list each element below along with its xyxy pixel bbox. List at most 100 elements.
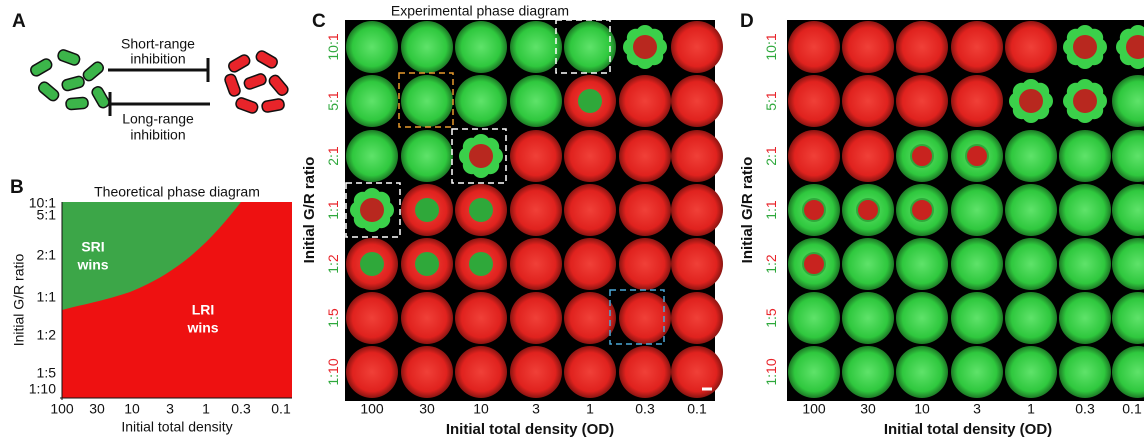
- colony-core: [360, 252, 384, 276]
- ratio-green: 10:: [325, 41, 341, 60]
- row-label: 1:10: [763, 358, 779, 385]
- colony: [1005, 130, 1057, 182]
- x-tick-label: 0.3: [635, 401, 655, 417]
- arrow-label: inhibition: [130, 51, 185, 67]
- ratio-green: 1:: [325, 374, 341, 386]
- ratio-green: 1:: [763, 316, 779, 328]
- colony: [842, 130, 894, 182]
- colony: [671, 130, 723, 182]
- ratio-red: 1: [325, 33, 341, 41]
- colony: [951, 75, 1003, 127]
- colony: [564, 346, 616, 398]
- colony: [564, 238, 616, 290]
- x-tick-label: 100: [50, 401, 74, 417]
- x-tick-label: 100: [360, 401, 384, 417]
- colony-core: [910, 144, 934, 168]
- colony: [401, 21, 453, 73]
- colony-core: [965, 144, 989, 168]
- ratio-red: 1: [763, 33, 779, 41]
- green-cells: [30, 49, 110, 111]
- axis-label: Initial total density: [121, 419, 232, 435]
- colony-grid: [346, 21, 723, 398]
- y-tick-label: 1:1: [37, 289, 57, 305]
- row-label: 1:1: [325, 200, 341, 220]
- x-tick-label: 30: [419, 401, 435, 417]
- colony: [346, 130, 398, 182]
- colony: [455, 75, 507, 127]
- x-tick-label: 3: [973, 401, 981, 417]
- ratio-green: 1:: [325, 316, 341, 328]
- red-cells: [224, 50, 289, 114]
- colony: [842, 292, 894, 344]
- colony: [455, 346, 507, 398]
- colony: [671, 238, 723, 290]
- ratio-green: 1:: [763, 208, 779, 220]
- colony: [510, 130, 562, 182]
- colony-core: [469, 252, 493, 276]
- colony: [510, 75, 562, 127]
- colony: [1059, 130, 1111, 182]
- colony-core: [469, 198, 493, 222]
- x-tick-label: 0.3: [231, 401, 251, 417]
- arrow-label: Long-range: [122, 111, 194, 127]
- colony: [1059, 346, 1111, 398]
- y-tick-label: 1:10: [29, 381, 56, 397]
- colony: [1005, 184, 1057, 236]
- colony: [671, 346, 723, 398]
- colony: [455, 292, 507, 344]
- colony: [842, 75, 894, 127]
- highlight-boxes: [345, 19, 665, 345]
- panel-label: D: [740, 11, 754, 32]
- row-label: 5:1: [325, 91, 341, 111]
- colony: [671, 184, 723, 236]
- colony: [788, 75, 840, 127]
- ratio-red: 5: [325, 308, 341, 316]
- ratio-green: 5:: [763, 99, 779, 111]
- y-tick-label: 5:1: [37, 207, 57, 223]
- x-tick-label: 1: [586, 401, 594, 417]
- colony: [619, 292, 671, 344]
- x-tick-label: 0.1: [271, 401, 291, 417]
- colony-core: [802, 198, 826, 222]
- row-label: 10:1: [325, 33, 341, 60]
- colony: [1112, 292, 1144, 344]
- ratio-green: 10:: [763, 41, 779, 60]
- ratio-green: 5:: [325, 99, 341, 111]
- colony: [455, 21, 507, 73]
- colony: [401, 75, 453, 127]
- colony: [1059, 238, 1111, 290]
- ratio-green: 1:: [763, 262, 779, 274]
- colony-core: [1073, 89, 1097, 113]
- colony: [951, 21, 1003, 73]
- colony-core: [578, 89, 602, 113]
- colony: [896, 238, 948, 290]
- colony-core: [1073, 35, 1097, 59]
- ratio-red: 1: [325, 200, 341, 208]
- colony: [510, 292, 562, 344]
- region-label: wins: [186, 320, 218, 336]
- axis-label: Initial G/R ratio: [301, 157, 318, 264]
- colony: [564, 130, 616, 182]
- colony: [619, 130, 671, 182]
- colony: [1112, 130, 1144, 182]
- colony-grid: [788, 21, 1144, 398]
- colony-core: [856, 198, 880, 222]
- colony: [896, 292, 948, 344]
- y-tick-label: 2:1: [37, 247, 57, 263]
- panel-title: Theoretical phase diagram: [94, 184, 260, 200]
- axis-label: Initial total density (OD): [884, 421, 1052, 438]
- colony-core: [802, 252, 826, 276]
- arrow-label: inhibition: [130, 127, 185, 143]
- colony: [788, 130, 840, 182]
- row-label: 1:1: [763, 200, 779, 220]
- colony: [564, 292, 616, 344]
- colony: [564, 184, 616, 236]
- colony: [896, 346, 948, 398]
- x-tick-label: 0.1: [687, 401, 707, 417]
- colony-core: [633, 35, 657, 59]
- colony: [510, 21, 562, 73]
- colony: [1005, 238, 1057, 290]
- x-tick-label: 3: [532, 401, 540, 417]
- colony: [1005, 292, 1057, 344]
